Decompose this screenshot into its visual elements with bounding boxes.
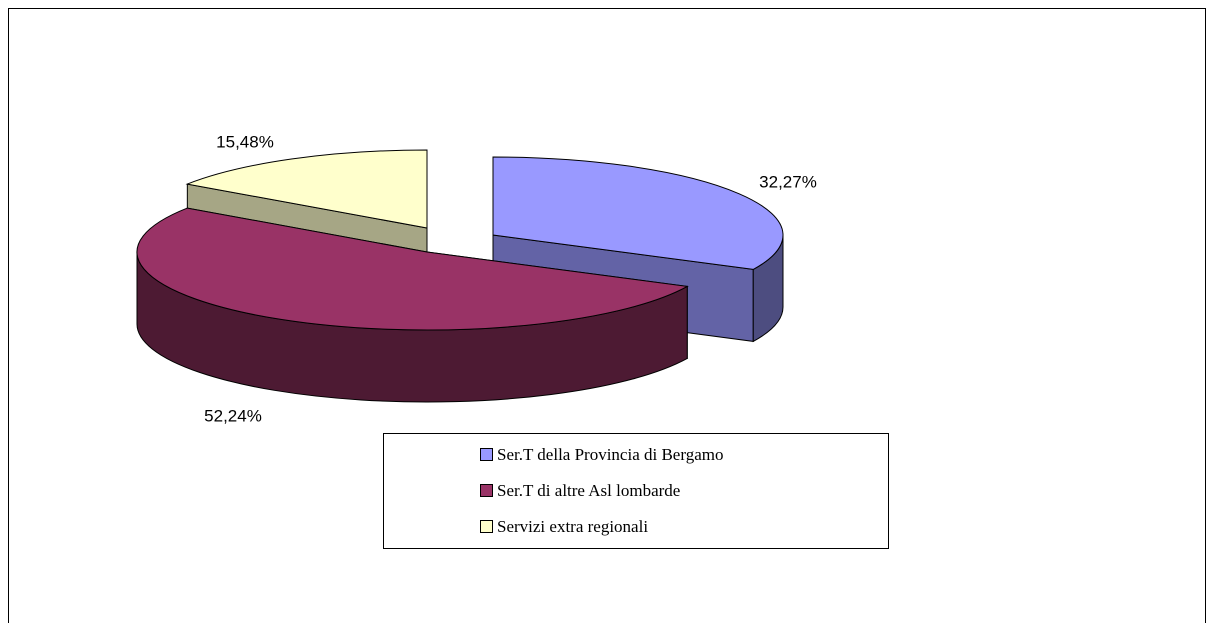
pie [136,149,784,403]
slice [136,207,689,403]
data-label: 32,27% [759,172,817,191]
data-label: 15,48% [216,132,274,151]
legend-swatch [480,520,493,533]
legend-label: Servizi extra regionali [497,517,648,536]
legend-swatch [480,448,493,461]
data-label: 52,24% [204,406,262,425]
slice-top [492,156,784,270]
slice-top [136,207,689,331]
legend-label: Ser.T di altre Asl lombarde [497,481,680,500]
legend-box [383,433,889,549]
frame [8,8,1206,623]
legend-swatch [480,484,493,497]
legend-label: Ser.T della Provincia di Bergamo [497,445,723,464]
slice-top [185,149,428,229]
